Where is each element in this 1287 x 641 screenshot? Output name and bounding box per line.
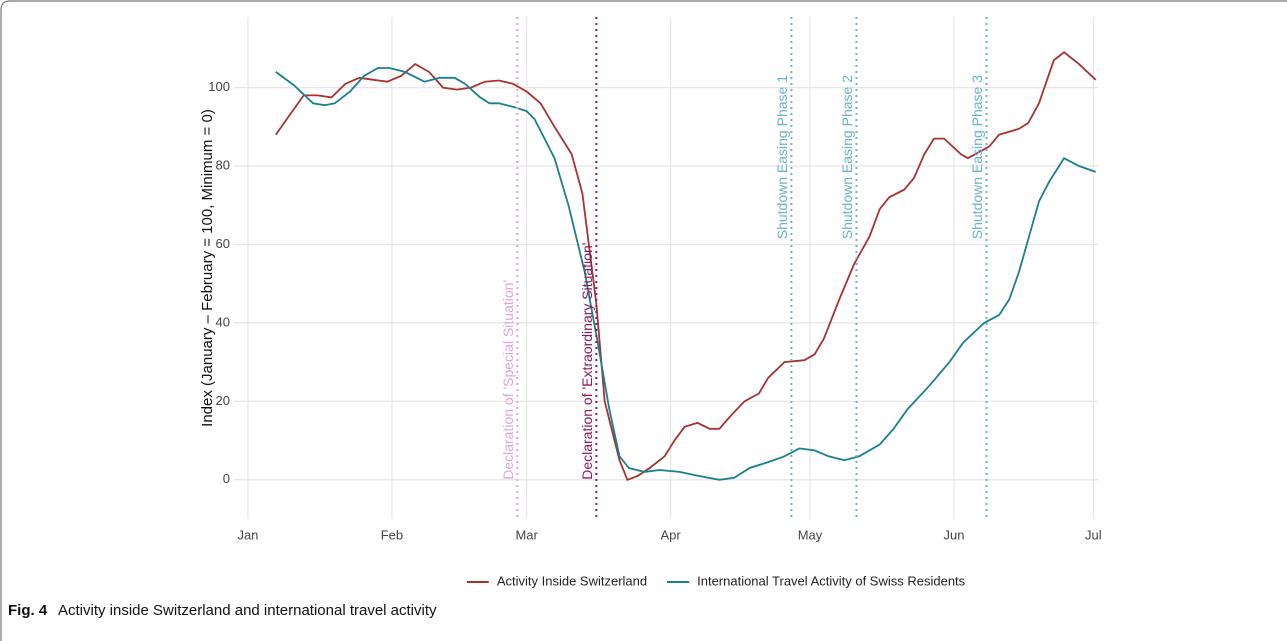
y-tick-label: 80 [216,157,230,172]
y-tick-label: 0 [223,471,230,486]
x-tick-label: Jun [944,527,965,542]
series-line [275,51,1097,481]
x-tick-label: Apr [661,527,682,542]
event-label: Declaration of 'Extraordinary Situation' [579,243,595,480]
x-tick-label: Jan [237,527,258,542]
y-tick-label: 100 [208,79,230,94]
series-line [275,67,1096,481]
event-label: Shutdown Easing Phase 1 [774,75,790,239]
legend-label: International Travel Activity of Swiss R… [697,573,966,588]
event-label: Shutdown Easing Phase 2 [839,75,855,239]
legend: Activity Inside Switzerland International… [466,573,966,588]
y-tick-label: 60 [216,236,230,251]
caption: Activity inside Switzerland and internat… [58,602,437,619]
y-axis-label: Index (January – February = 100, Minimum… [199,109,216,427]
y-tick-label: 40 [216,314,230,329]
x-tick-label: Jul [1085,527,1102,542]
legend-label: Activity Inside Switzerland [497,573,647,588]
event-label: Shutdown Easing Phase 3 [969,75,985,239]
caption-label: Fig. 4 [8,602,48,619]
x-tick-label: Mar [515,527,538,542]
y-tick-label: 20 [216,393,230,408]
x-tick-label: Feb [381,527,403,542]
x-tick-label: May [798,527,823,542]
event-label: Declaration of 'Special Situation' [500,280,516,480]
grid: 0 20 40 60 80 100 Jan Feb Mar Apr May Jun Jul [208,17,1102,542]
plot: Declaration of 'Special Situation' Declar… [275,17,1097,519]
